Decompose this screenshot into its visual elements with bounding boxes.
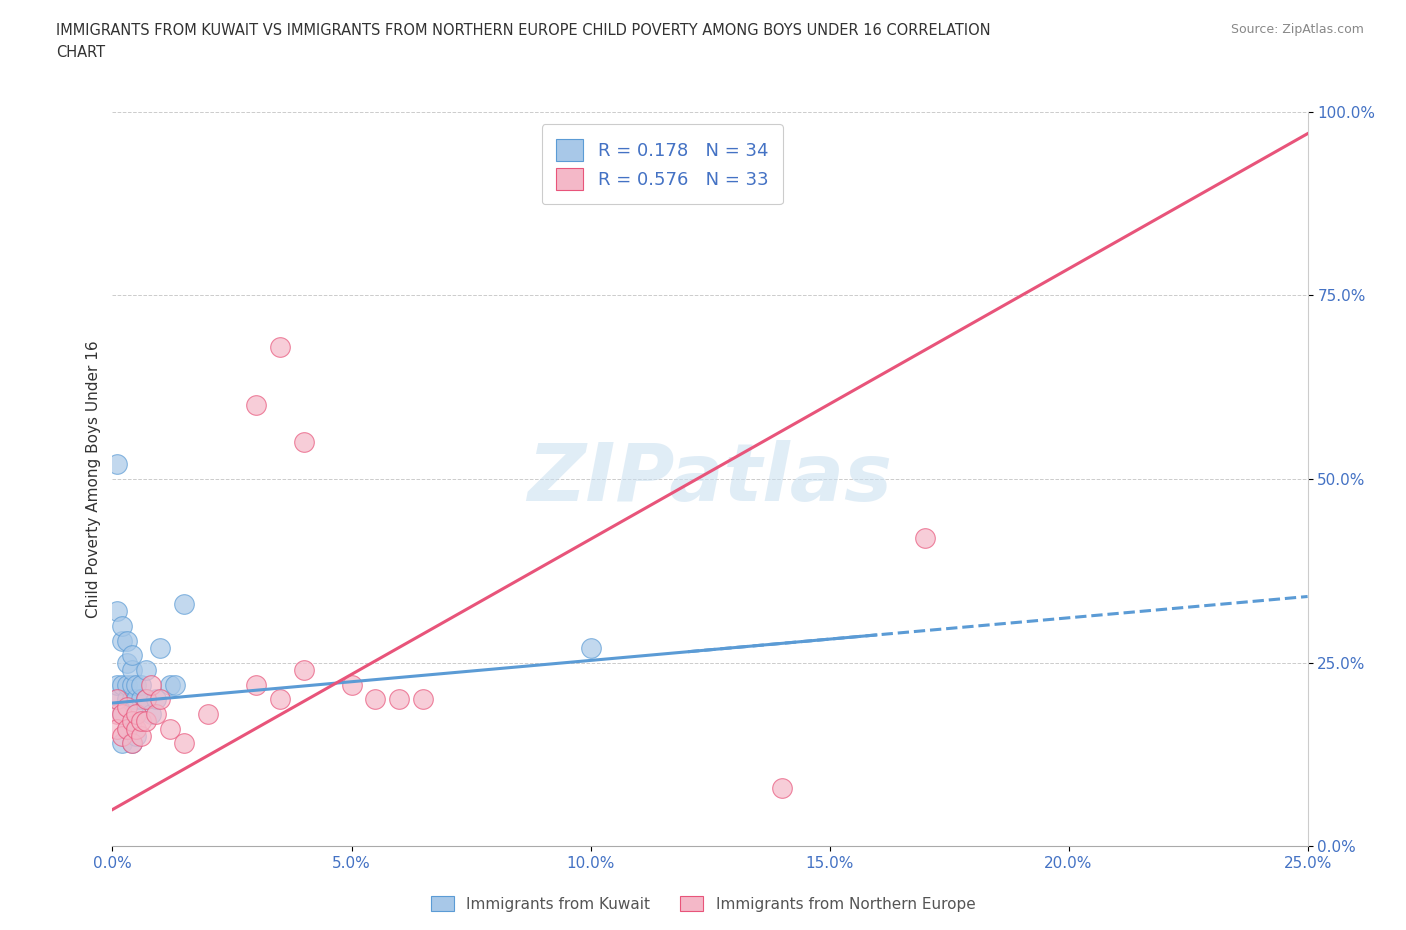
Point bbox=[125, 707, 148, 722]
Point bbox=[111, 633, 134, 648]
Point bbox=[135, 714, 157, 729]
Point bbox=[388, 692, 411, 707]
Point bbox=[129, 714, 152, 729]
Legend: Immigrants from Kuwait, Immigrants from Northern Europe: Immigrants from Kuwait, Immigrants from … bbox=[425, 889, 981, 918]
Point bbox=[125, 692, 148, 707]
Text: Source: ZipAtlas.com: Source: ZipAtlas.com bbox=[1230, 23, 1364, 36]
Point bbox=[105, 457, 128, 472]
Point bbox=[159, 677, 181, 692]
Point bbox=[197, 707, 219, 722]
Point bbox=[149, 641, 172, 656]
Point bbox=[579, 641, 602, 656]
Point bbox=[115, 699, 138, 714]
Point bbox=[173, 596, 195, 611]
Point bbox=[115, 656, 138, 671]
Point bbox=[111, 707, 134, 722]
Point bbox=[135, 662, 157, 677]
Point bbox=[145, 707, 167, 722]
Point bbox=[125, 677, 148, 692]
Point bbox=[269, 339, 291, 354]
Text: CHART: CHART bbox=[56, 45, 105, 60]
Point bbox=[105, 677, 128, 692]
Point bbox=[139, 707, 162, 722]
Point bbox=[105, 604, 128, 618]
Point bbox=[159, 722, 181, 737]
Point bbox=[125, 729, 148, 744]
Point bbox=[115, 722, 138, 737]
Point bbox=[245, 677, 267, 692]
Point bbox=[292, 662, 315, 677]
Point bbox=[111, 736, 134, 751]
Point bbox=[914, 530, 936, 545]
Point bbox=[269, 692, 291, 707]
Point bbox=[129, 677, 152, 692]
Point bbox=[364, 692, 387, 707]
Point bbox=[125, 722, 148, 737]
Point bbox=[163, 677, 186, 692]
Point bbox=[115, 692, 138, 707]
Point bbox=[121, 692, 143, 707]
Point bbox=[121, 736, 143, 751]
Point bbox=[105, 722, 128, 737]
Point bbox=[111, 618, 134, 633]
Point bbox=[770, 780, 793, 795]
Point bbox=[245, 398, 267, 413]
Point bbox=[115, 722, 138, 737]
Point bbox=[125, 707, 148, 722]
Point bbox=[129, 692, 152, 707]
Legend: R = 0.178   N = 34, R = 0.576   N = 33: R = 0.178 N = 34, R = 0.576 N = 33 bbox=[541, 125, 783, 205]
Point bbox=[121, 714, 143, 729]
Point bbox=[111, 677, 134, 692]
Point bbox=[135, 692, 157, 707]
Point bbox=[115, 677, 138, 692]
Point bbox=[412, 692, 434, 707]
Point bbox=[121, 736, 143, 751]
Point bbox=[173, 736, 195, 751]
Text: ZIPatlas: ZIPatlas bbox=[527, 440, 893, 518]
Y-axis label: Child Poverty Among Boys Under 16: Child Poverty Among Boys Under 16 bbox=[86, 340, 101, 618]
Point bbox=[121, 677, 143, 692]
Point bbox=[105, 692, 128, 707]
Point bbox=[111, 729, 134, 744]
Point bbox=[340, 677, 363, 692]
Point bbox=[135, 692, 157, 707]
Text: IMMIGRANTS FROM KUWAIT VS IMMIGRANTS FROM NORTHERN EUROPE CHILD POVERTY AMONG BO: IMMIGRANTS FROM KUWAIT VS IMMIGRANTS FRO… bbox=[56, 23, 991, 38]
Point bbox=[149, 692, 172, 707]
Point bbox=[121, 648, 143, 663]
Point bbox=[139, 677, 162, 692]
Point bbox=[292, 435, 315, 450]
Point bbox=[121, 662, 143, 677]
Point bbox=[115, 633, 138, 648]
Point bbox=[105, 692, 128, 707]
Point bbox=[105, 707, 128, 722]
Point bbox=[129, 729, 152, 744]
Point bbox=[145, 692, 167, 707]
Point bbox=[111, 707, 134, 722]
